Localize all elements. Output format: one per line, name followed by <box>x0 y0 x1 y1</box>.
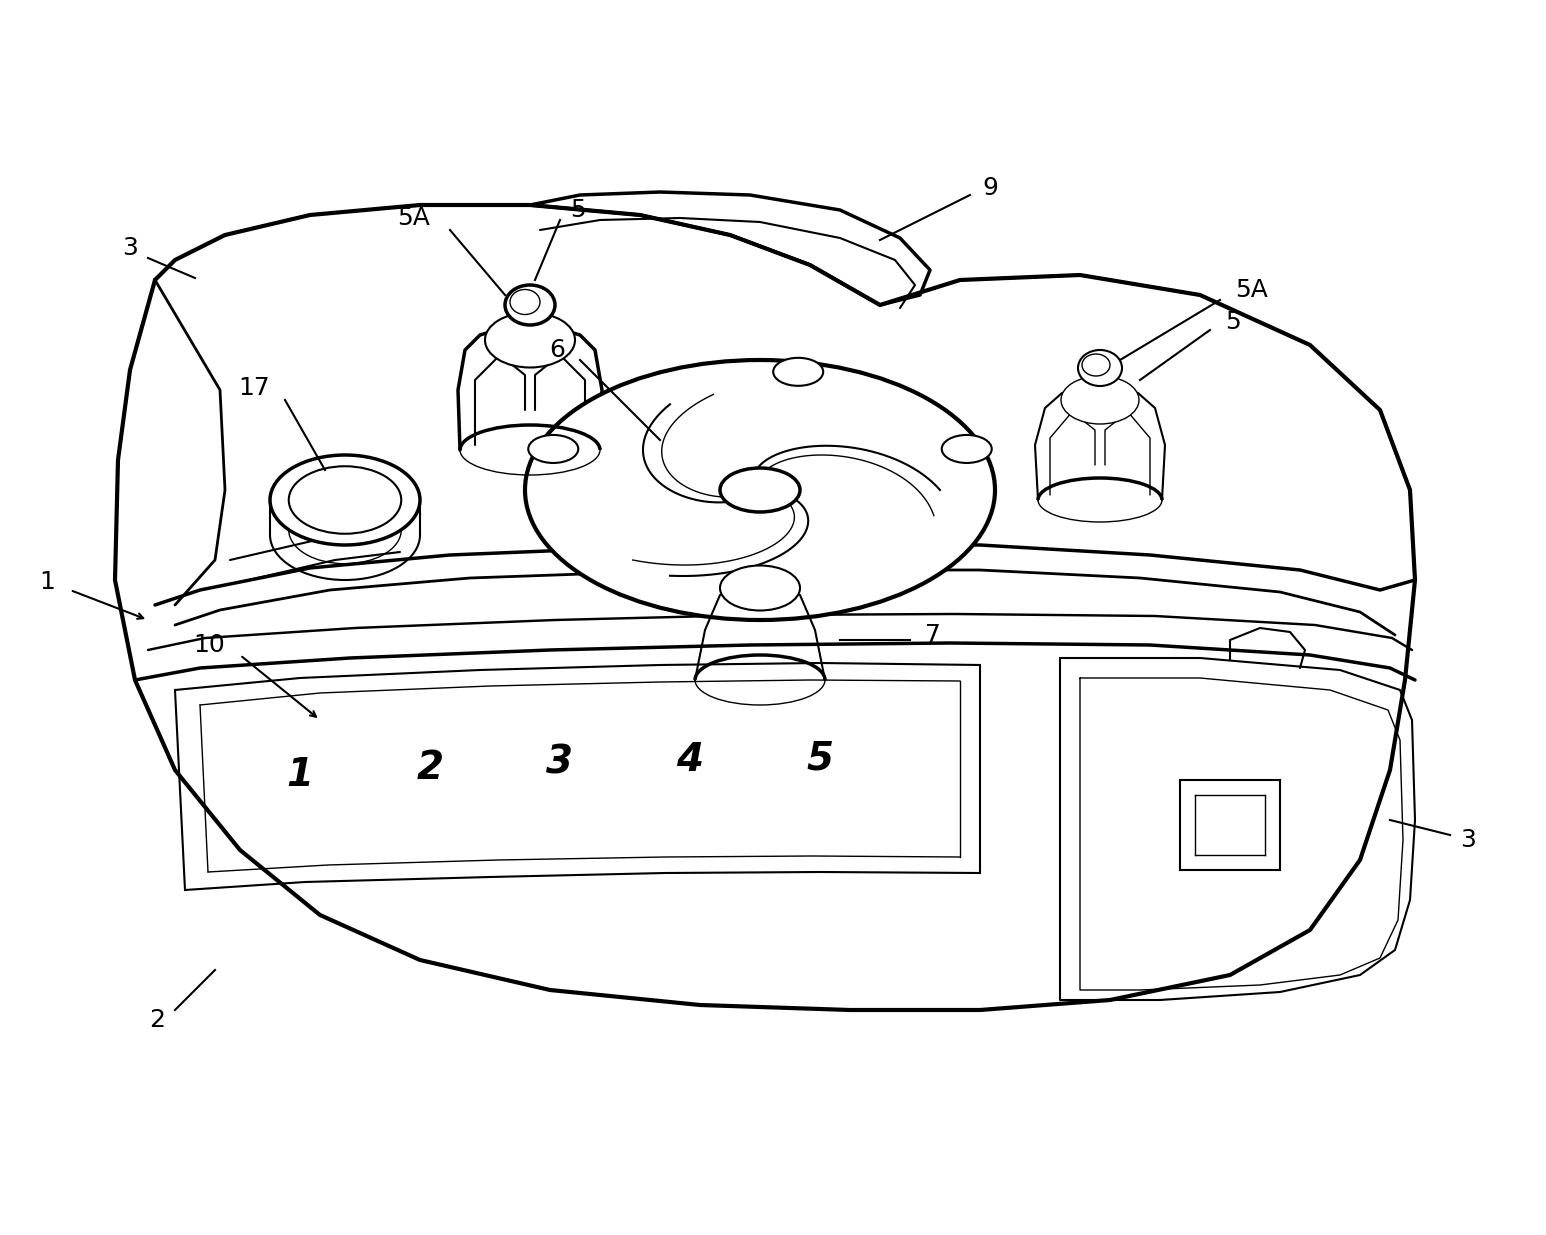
Ellipse shape <box>271 454 421 545</box>
Text: 5: 5 <box>1224 310 1241 333</box>
Ellipse shape <box>1061 375 1139 424</box>
Text: 17: 17 <box>238 375 271 400</box>
Ellipse shape <box>773 358 822 385</box>
Ellipse shape <box>506 285 555 325</box>
Text: 1: 1 <box>286 756 314 794</box>
Text: 3: 3 <box>122 236 138 261</box>
Text: 9: 9 <box>982 177 997 200</box>
Ellipse shape <box>1082 354 1110 375</box>
Text: 4: 4 <box>677 741 703 779</box>
Text: 5A: 5A <box>397 206 430 230</box>
Text: 3: 3 <box>546 743 574 782</box>
Ellipse shape <box>485 312 575 368</box>
Text: 5: 5 <box>570 198 586 222</box>
Text: 6: 6 <box>549 338 564 362</box>
Text: 10: 10 <box>193 634 226 657</box>
Text: 2: 2 <box>416 748 444 787</box>
Ellipse shape <box>1078 350 1122 387</box>
Ellipse shape <box>942 435 991 463</box>
Ellipse shape <box>529 435 578 463</box>
Ellipse shape <box>289 467 402 534</box>
Ellipse shape <box>510 289 540 315</box>
Ellipse shape <box>720 468 799 513</box>
Text: 7: 7 <box>925 622 942 647</box>
Text: 3: 3 <box>1459 827 1476 852</box>
Text: 5A: 5A <box>1235 278 1268 303</box>
Ellipse shape <box>720 566 799 610</box>
Text: 5: 5 <box>807 739 833 777</box>
Text: 1: 1 <box>39 571 56 594</box>
Ellipse shape <box>526 359 996 620</box>
Text: 2: 2 <box>148 1008 165 1032</box>
